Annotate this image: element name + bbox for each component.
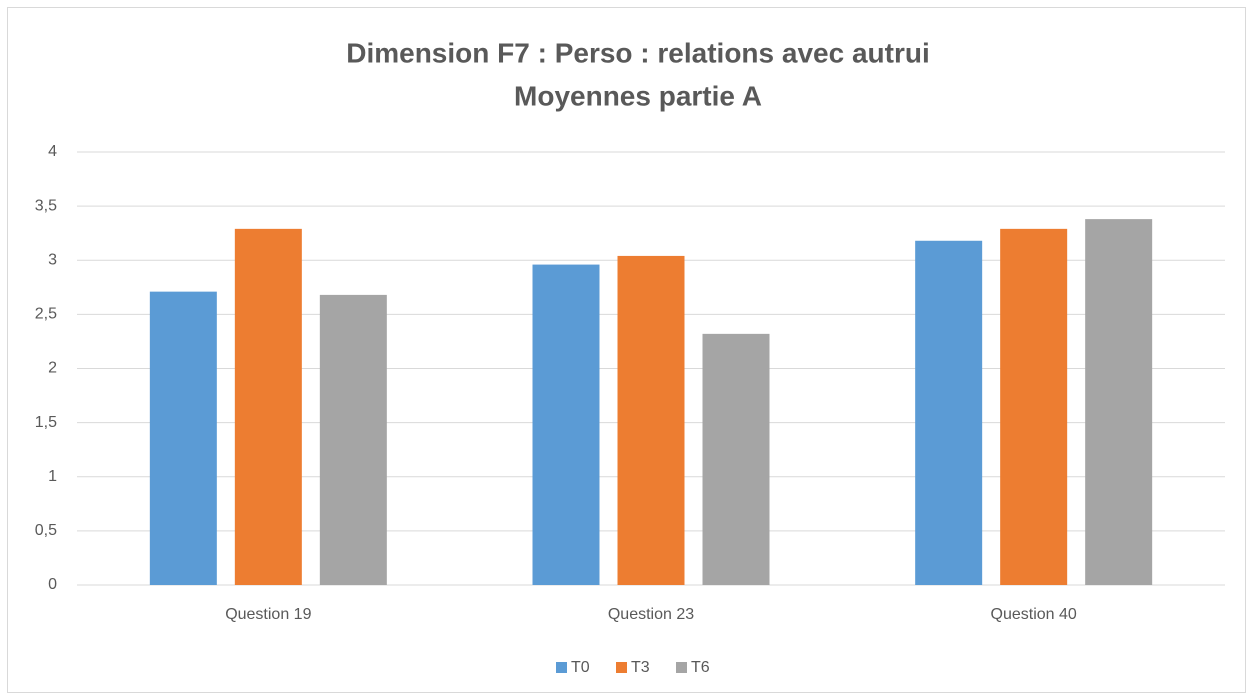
- bar: [617, 255, 685, 586]
- bar: [1085, 219, 1153, 586]
- legend-swatch: [616, 662, 627, 673]
- y-tick-label: 0: [48, 576, 57, 593]
- bar: [1000, 228, 1068, 586]
- bar: [149, 291, 217, 585]
- chart-subtitle: Moyennes partie A: [514, 80, 762, 111]
- y-tick-label: 3: [48, 251, 57, 268]
- y-tick-label: 0,5: [35, 522, 57, 539]
- y-tick-label: 2,5: [35, 306, 57, 323]
- bar: [319, 294, 387, 585]
- legend-swatch: [556, 662, 567, 673]
- y-tick-label: 2: [48, 360, 57, 377]
- bar: [234, 228, 302, 586]
- x-tick-label: Question 40: [991, 606, 1077, 623]
- legend-label: T3: [631, 659, 650, 676]
- x-tick-label: Question 23: [608, 606, 694, 623]
- chart-title: Dimension F7 : Perso : relations avec au…: [346, 37, 930, 68]
- y-tick-label: 3,5: [35, 197, 57, 214]
- bar: [532, 264, 600, 585]
- legend-label: T0: [571, 659, 590, 676]
- x-tick-label: Question 19: [225, 606, 311, 623]
- y-tick-label: 4: [48, 143, 57, 160]
- bar: [702, 333, 770, 585]
- legend-swatch: [676, 662, 687, 673]
- legend-label: T6: [691, 659, 710, 676]
- y-tick-label: 1: [48, 468, 57, 485]
- y-tick-label: 1,5: [35, 414, 57, 431]
- bar: [915, 240, 983, 585]
